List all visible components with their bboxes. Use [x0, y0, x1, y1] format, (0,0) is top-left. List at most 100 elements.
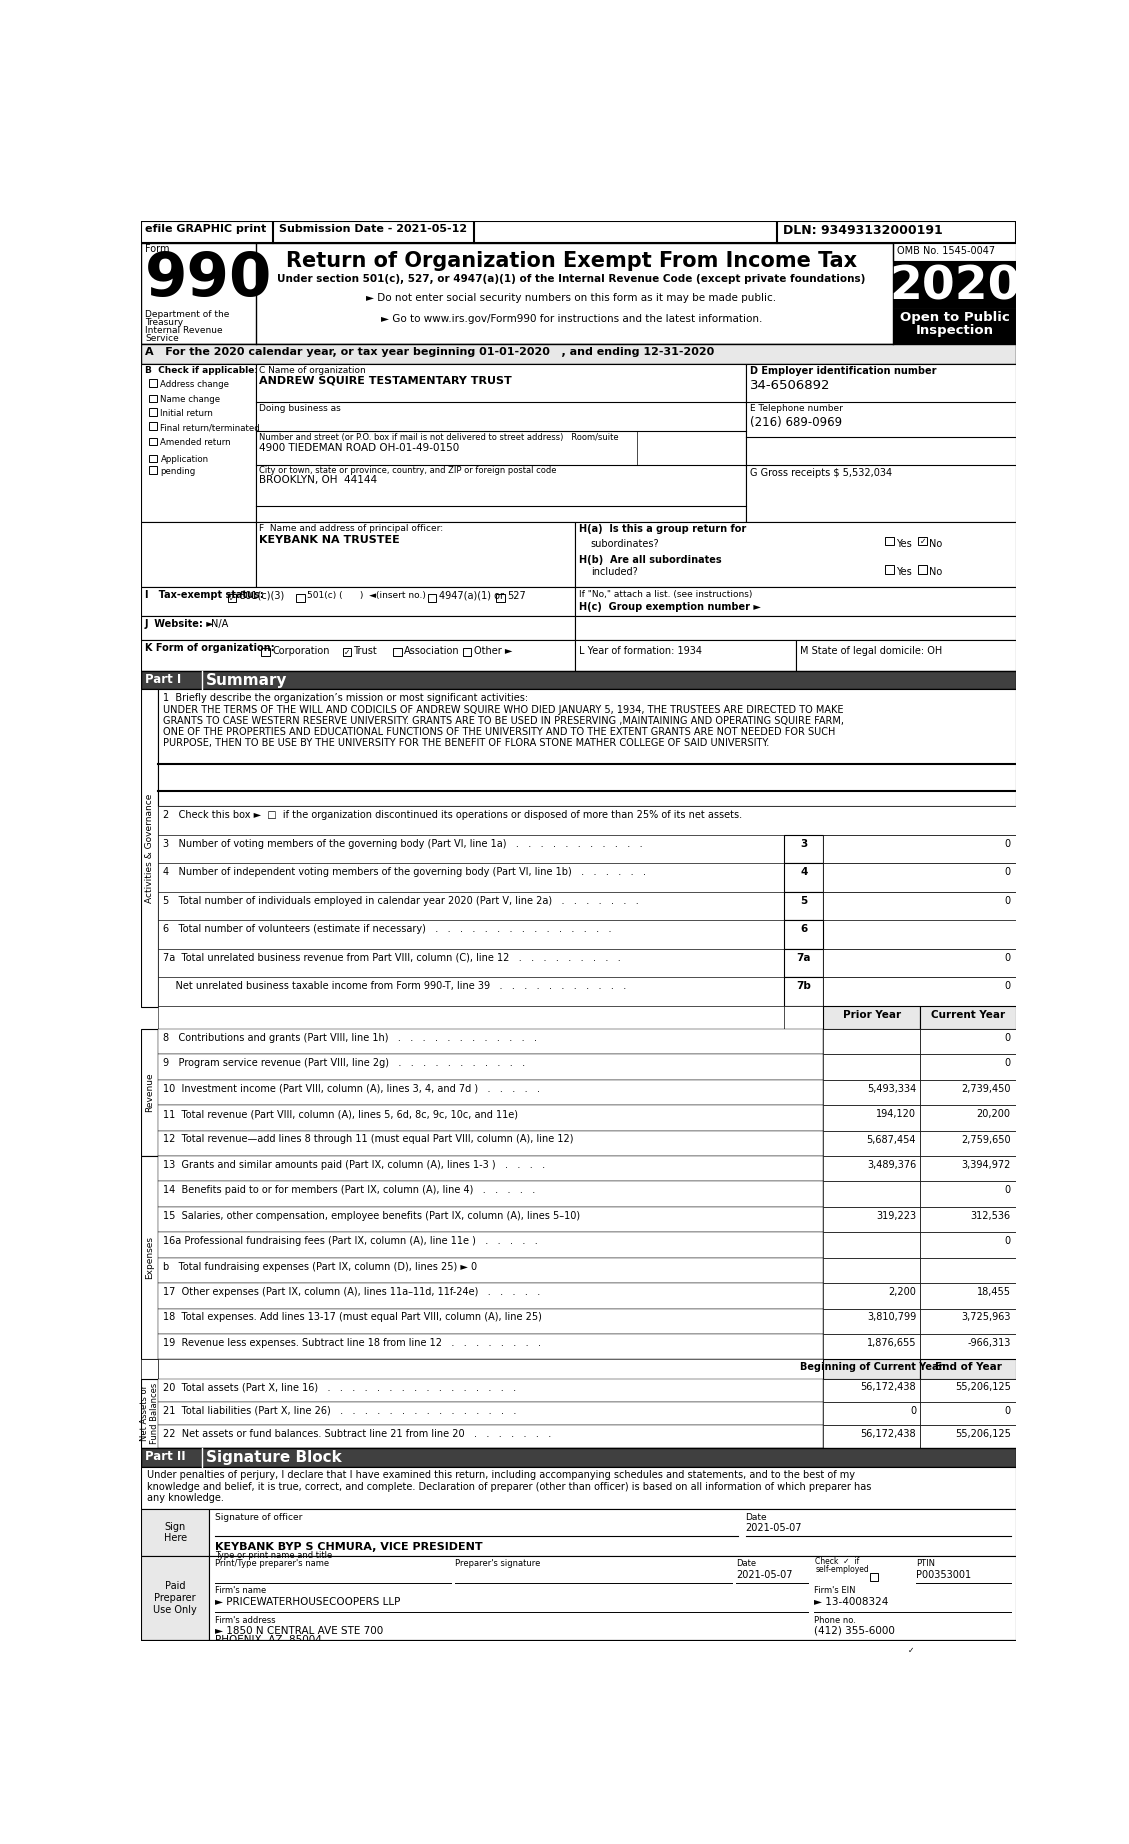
Text: b   Total fundraising expenses (Part IX, column (D), lines 25) ► 0: b Total fundraising expenses (Part IX, c… — [163, 1261, 476, 1272]
Text: H(b)  Are all subordinates: H(b) Are all subordinates — [579, 555, 721, 564]
Bar — [920, 1007, 1016, 1029]
Bar — [496, 594, 505, 603]
Text: ✓: ✓ — [908, 1647, 914, 1656]
Bar — [823, 1206, 920, 1232]
Text: (216) 689-0969: (216) 689-0969 — [750, 417, 841, 430]
Bar — [141, 1556, 209, 1641]
Text: Application: Application — [160, 455, 209, 465]
Bar — [920, 1206, 1016, 1232]
Text: ✓: ✓ — [919, 537, 926, 546]
Bar — [149, 395, 157, 402]
Text: ► Do not enter social security numbers on this form as it may be made public.: ► Do not enter social security numbers o… — [366, 293, 777, 302]
Text: ✓: ✓ — [343, 647, 350, 656]
Text: Open to Public: Open to Public — [900, 312, 1009, 325]
Text: Other ►: Other ► — [473, 645, 511, 656]
Bar — [823, 1105, 920, 1130]
Text: 55,206,125: 55,206,125 — [955, 1383, 1010, 1392]
Bar — [158, 1333, 823, 1359]
Text: 15  Salaries, other compensation, employee benefits (Part IX, column (A), lines : 15 Salaries, other compensation, employe… — [163, 1212, 580, 1221]
Text: Preparer's signature: Preparer's signature — [455, 1558, 541, 1567]
Text: ANDREW SQUIRE TESTAMENTARY TRUST: ANDREW SQUIRE TESTAMENTARY TRUST — [259, 376, 511, 385]
Text: No: No — [929, 538, 943, 548]
Text: Submission Date - 2021-05-12: Submission Date - 2021-05-12 — [279, 225, 467, 234]
Bar — [919, 566, 927, 573]
Bar — [141, 363, 256, 522]
Text: Signature of officer: Signature of officer — [215, 1512, 303, 1521]
Bar — [920, 1283, 1016, 1309]
Text: OMB No. 1545-0047: OMB No. 1545-0047 — [896, 245, 995, 256]
Bar — [823, 977, 1016, 1007]
Text: 20,200: 20,200 — [977, 1108, 1010, 1119]
Bar — [920, 1130, 1016, 1156]
Text: Doing business as: Doing business as — [259, 404, 341, 413]
Bar — [823, 1359, 920, 1379]
Bar — [785, 892, 823, 920]
Text: 5,493,334: 5,493,334 — [867, 1084, 916, 1093]
Bar — [823, 1258, 920, 1283]
Text: 3,394,972: 3,394,972 — [961, 1160, 1010, 1169]
Text: Sign
Here: Sign Here — [164, 1521, 186, 1543]
Text: Form: Form — [145, 245, 169, 254]
Text: Department of the: Department of the — [145, 310, 229, 319]
Text: 0: 0 — [1005, 896, 1010, 905]
Bar — [141, 616, 575, 640]
Text: (412) 355-6000: (412) 355-6000 — [814, 1626, 894, 1636]
Text: Part II: Part II — [145, 1449, 185, 1462]
Bar — [785, 1007, 823, 1029]
Text: -966,313: -966,313 — [968, 1337, 1010, 1348]
Bar — [785, 863, 823, 892]
Bar — [575, 522, 1016, 586]
Bar — [428, 594, 437, 603]
Bar — [893, 308, 1016, 345]
Bar — [893, 243, 1016, 262]
Text: Form 990 (2020): Form 990 (2020) — [861, 1667, 965, 1676]
Text: No: No — [929, 566, 943, 577]
Text: 56,172,438: 56,172,438 — [860, 1429, 916, 1438]
Text: 1  Briefly describe the organization’s mission or most significant activities:: 1 Briefly describe the organization’s mi… — [163, 693, 528, 703]
Bar — [823, 1081, 920, 1105]
Text: any knowledge.: any knowledge. — [147, 1492, 225, 1503]
Text: ✓: ✓ — [229, 594, 235, 603]
Bar — [907, 1647, 916, 1656]
Text: Cat. No. 11282Y: Cat. No. 11282Y — [653, 1667, 732, 1676]
Bar — [149, 437, 157, 446]
Bar — [575, 616, 1016, 640]
Bar — [785, 950, 823, 977]
Text: 19  Revenue less expenses. Subtract line 18 from line 12   .   .   .   .   .   .: 19 Revenue less expenses. Subtract line … — [163, 1337, 541, 1348]
Text: 4900 TIEDEMAN ROAD OH-01-49-0150: 4900 TIEDEMAN ROAD OH-01-49-0150 — [259, 443, 460, 454]
Bar — [141, 1510, 209, 1556]
Text: K Form of organization:: K Form of organization: — [145, 644, 274, 653]
Text: Yes: Yes — [896, 538, 912, 548]
Text: H(c)  Group exemption number ►: H(c) Group exemption number ► — [579, 603, 761, 612]
Bar — [823, 892, 1016, 920]
Bar — [158, 1105, 823, 1130]
Bar — [920, 1258, 1016, 1283]
Text: 3,725,963: 3,725,963 — [961, 1313, 1010, 1322]
Bar — [342, 647, 351, 656]
Bar — [256, 363, 745, 522]
Text: 0: 0 — [910, 1405, 916, 1416]
Text: 0: 0 — [1005, 1033, 1010, 1044]
Bar — [893, 262, 1016, 308]
Text: Treasury: Treasury — [145, 319, 183, 326]
Bar — [141, 1359, 158, 1379]
Text: 0: 0 — [1005, 839, 1010, 848]
Text: City or town, state or province, country, and ZIP or foreign postal code: City or town, state or province, country… — [259, 467, 557, 476]
Text: 6: 6 — [800, 924, 807, 935]
Text: ► PRICEWATERHOUSECOOPERS LLP: ► PRICEWATERHOUSECOOPERS LLP — [215, 1597, 400, 1608]
Text: H(a)  Is this a group return for: H(a) Is this a group return for — [579, 524, 746, 535]
Text: 5,687,454: 5,687,454 — [867, 1134, 916, 1145]
Text: Revenue: Revenue — [146, 1073, 155, 1112]
Bar — [141, 345, 1016, 363]
Text: 2021-05-07: 2021-05-07 — [745, 1523, 802, 1534]
Bar — [158, 835, 1016, 863]
Text: Activities & Governance: Activities & Governance — [146, 793, 155, 904]
Text: Inspection: Inspection — [916, 325, 994, 337]
Bar — [158, 892, 1016, 920]
Bar — [149, 408, 157, 417]
Bar — [158, 1258, 823, 1283]
Text: 3,810,799: 3,810,799 — [867, 1313, 916, 1322]
Bar — [158, 1007, 785, 1029]
Bar — [141, 1379, 158, 1448]
Bar — [920, 1401, 1016, 1425]
